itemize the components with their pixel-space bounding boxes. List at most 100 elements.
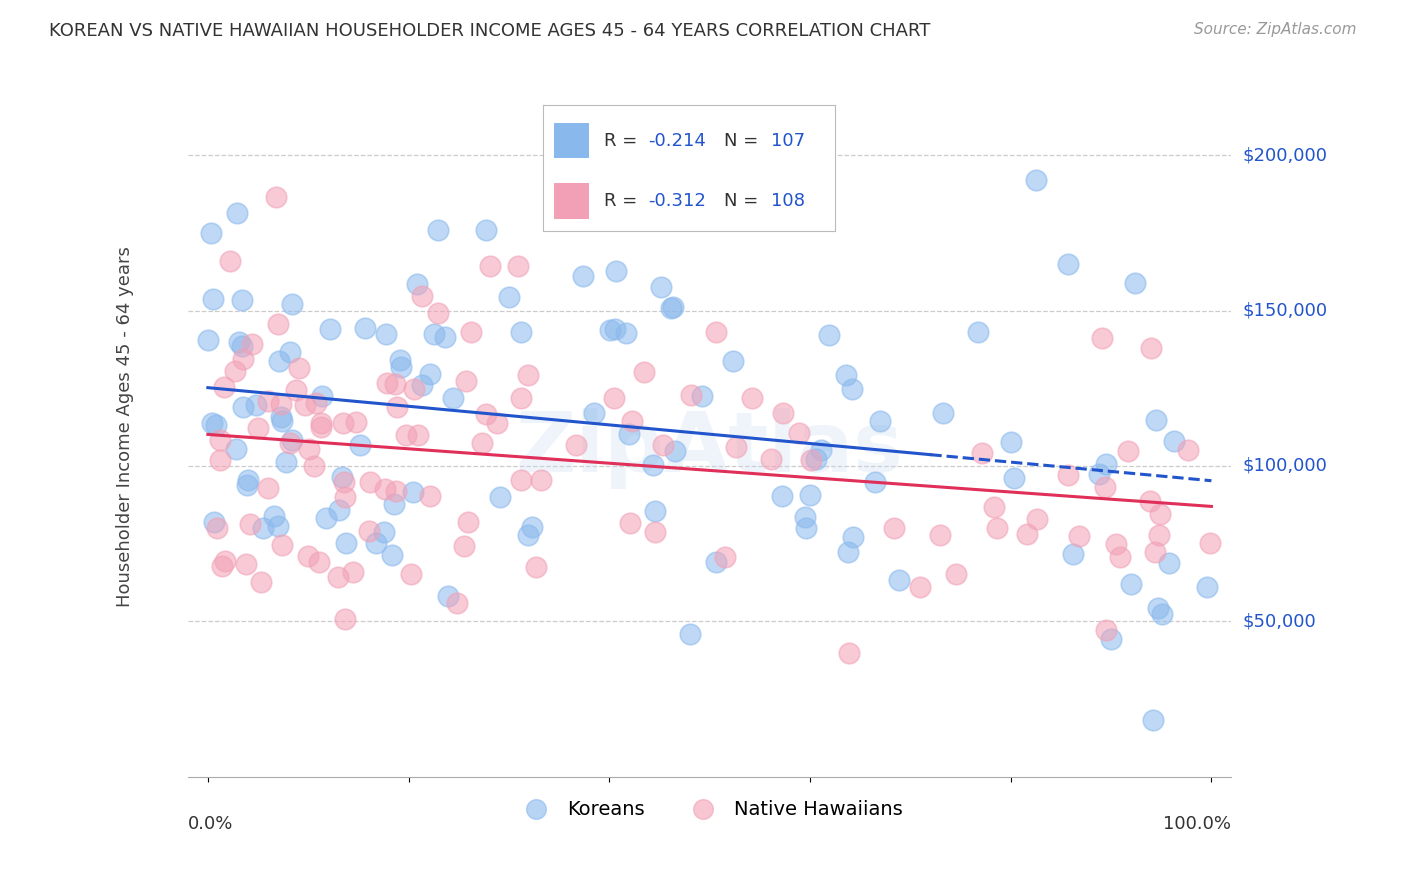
Point (335, 536, 357, 550)
Point (209, 433, 232, 447)
Point (419, 489, 441, 503)
Point (406, 428, 429, 442)
Text: Source: ZipAtlas.com: Source: ZipAtlas.com (1194, 22, 1357, 37)
Point (270, 414, 292, 428)
Point (208, 452, 231, 467)
Point (983, 500, 1005, 514)
Point (256, 481, 278, 495)
Point (308, 555, 330, 569)
Point (838, 646, 860, 660)
Point (278, 345, 301, 359)
Point (681, 387, 703, 401)
Point (1062, 547, 1084, 561)
Point (342, 565, 364, 579)
Point (456, 374, 478, 388)
Point (794, 521, 817, 535)
Point (202, 292, 225, 306)
Point (928, 527, 950, 541)
Point (353, 321, 375, 335)
Point (692, 389, 714, 403)
Point (1157, 556, 1180, 570)
Point (800, 453, 823, 467)
Point (385, 483, 408, 498)
Point (603, 392, 626, 406)
Point (1017, 526, 1039, 541)
Point (517, 368, 540, 382)
Point (869, 414, 891, 428)
Point (394, 427, 416, 442)
Point (328, 502, 350, 516)
Point (704, 326, 727, 340)
Point (1099, 632, 1122, 647)
Point (1094, 458, 1116, 472)
Point (228, 335, 250, 350)
Point (837, 545, 859, 559)
Point (1199, 536, 1222, 550)
Point (986, 521, 1008, 535)
Point (620, 414, 643, 428)
Point (288, 361, 311, 376)
Point (359, 475, 381, 490)
Point (267, 518, 290, 533)
Point (605, 322, 627, 336)
Point (333, 491, 356, 505)
Point (404, 382, 426, 396)
Point (375, 326, 398, 341)
Point (1146, 601, 1168, 615)
Point (388, 353, 411, 368)
Text: Householder Income Ages 45 - 64 years: Householder Income Ages 45 - 64 years (117, 246, 134, 607)
Point (427, 223, 450, 237)
Point (266, 190, 288, 204)
Point (309, 419, 332, 434)
Point (441, 391, 464, 405)
Point (651, 438, 673, 452)
Text: KOREAN VS NATIVE HAWAIIAN HOUSEHOLDER INCOME AGES 45 - 64 YEARS CORRELATION CHAR: KOREAN VS NATIVE HAWAIIAN HOUSEHOLDER IN… (49, 22, 931, 40)
Point (247, 421, 270, 435)
Point (271, 538, 294, 552)
Point (678, 627, 700, 641)
Point (270, 410, 292, 425)
Text: 0.0%: 0.0% (188, 815, 233, 833)
Point (250, 575, 273, 590)
Point (1177, 442, 1199, 457)
Point (794, 509, 817, 524)
Point (375, 376, 398, 391)
Point (617, 427, 640, 442)
Point (1067, 528, 1090, 542)
Point (401, 485, 423, 500)
Point (1094, 623, 1116, 637)
Point (1139, 493, 1161, 508)
Point (344, 415, 367, 429)
Point (366, 536, 388, 550)
Point (257, 393, 280, 408)
Point (704, 555, 727, 569)
Point (235, 477, 257, 491)
Point (841, 382, 863, 396)
Point (211, 558, 233, 573)
Point (411, 288, 433, 302)
Point (583, 406, 606, 420)
Text: ZipAtlas: ZipAtlas (516, 408, 904, 489)
Point (565, 438, 588, 452)
Point (1091, 331, 1114, 345)
Point (1147, 528, 1170, 542)
Point (835, 368, 858, 383)
Point (238, 473, 260, 487)
Point (1104, 537, 1126, 551)
Point (281, 297, 304, 311)
Point (1000, 435, 1022, 450)
Point (373, 525, 395, 540)
Point (517, 528, 540, 542)
Point (418, 368, 440, 382)
Point (232, 352, 254, 367)
Point (643, 458, 665, 472)
Point (1150, 607, 1173, 622)
Point (224, 363, 246, 377)
Point (489, 490, 512, 504)
Point (205, 521, 228, 535)
Point (799, 488, 821, 502)
Point (1142, 714, 1164, 728)
Point (406, 277, 429, 291)
Point (1144, 413, 1167, 427)
Point (650, 280, 672, 294)
